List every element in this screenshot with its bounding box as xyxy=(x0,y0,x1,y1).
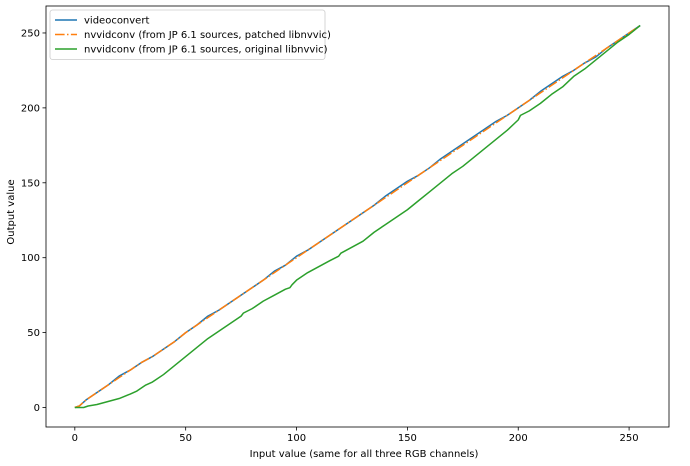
series-line-2 xyxy=(74,24,641,409)
y-tick-label-3: 150 xyxy=(21,178,40,189)
plot-frame xyxy=(45,5,670,428)
series-line-0 xyxy=(74,24,641,409)
series-line-1 xyxy=(74,24,641,409)
y-tick-label-0: 0 xyxy=(34,403,40,414)
x-tick-label-4: 200 xyxy=(509,433,528,444)
legend: videoconvert nvvidconv (from JP 6.1 sourc… xyxy=(49,9,331,60)
legend-box xyxy=(49,9,326,60)
x-tick-label-1: 50 xyxy=(179,433,192,444)
x-tick-label-0: 0 xyxy=(72,433,78,444)
legend-label-1: nvvidconv (from JP 6.1 sources, patched … xyxy=(84,30,331,41)
y-axis-label: Output value xyxy=(6,179,17,244)
x-axis-label: Input value (same for all three RGB chan… xyxy=(250,449,479,460)
x-tick-label-3: 150 xyxy=(398,433,417,444)
y-tick-label-1: 50 xyxy=(27,328,40,339)
y-tick-label-5: 250 xyxy=(21,28,40,39)
axes: 0 50 100 150 200 250 0 50 100 150 200 250 xyxy=(21,5,670,444)
plot-area xyxy=(74,24,641,409)
legend-label-2: nvvidconv (from JP 6.1 sources, original… xyxy=(84,45,328,56)
legend-label-0: videoconvert xyxy=(84,16,149,27)
y-tick-label-2: 100 xyxy=(21,253,40,264)
x-tick-label-2: 100 xyxy=(287,433,306,444)
x-tick-label-5: 250 xyxy=(620,433,639,444)
y-tick-label-4: 200 xyxy=(21,103,40,114)
